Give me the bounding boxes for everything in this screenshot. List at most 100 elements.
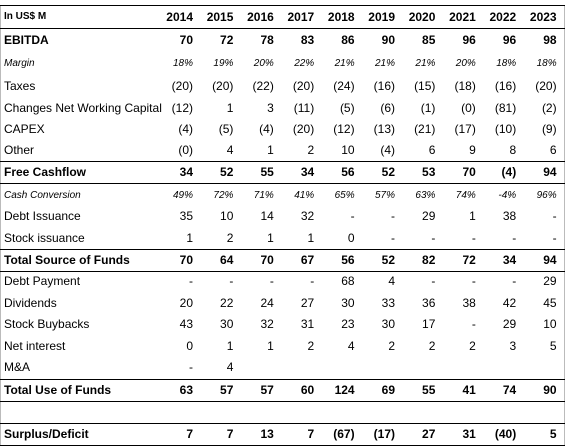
cell: -	[391, 209, 395, 223]
cell: 72	[462, 253, 476, 267]
cell: 22	[220, 296, 234, 310]
cell: 57	[220, 383, 234, 397]
cell: 7	[307, 427, 315, 441]
cell: 63%	[415, 190, 436, 201]
cell: 17	[422, 317, 436, 331]
cell: (13)	[373, 122, 395, 136]
cell: 19%	[213, 58, 234, 69]
cell: (12)	[171, 101, 193, 115]
cell: 27	[422, 427, 436, 441]
cell: 65%	[334, 190, 355, 201]
row-label: Debt Payment	[4, 274, 81, 288]
cell: 5	[549, 339, 557, 353]
cell: 33	[381, 296, 395, 310]
cell: 38	[462, 296, 476, 310]
cell: 22%	[294, 58, 315, 69]
cell: 41	[462, 383, 476, 397]
year-header: 2014	[166, 10, 193, 24]
cell: (20)	[292, 79, 315, 93]
cell: 78	[260, 33, 274, 47]
year-header: 2018	[327, 10, 355, 24]
row-label: Changes Net Working Capital	[4, 101, 162, 115]
cell: (40)	[494, 427, 517, 441]
cell: 2	[388, 339, 395, 353]
cell: 30	[220, 317, 234, 331]
cell: 90	[381, 33, 395, 47]
cell: 94	[543, 165, 557, 179]
cell: (24)	[333, 79, 355, 93]
rule	[0, 445, 565, 446]
cell: 53	[422, 165, 436, 179]
cell: 41%	[294, 190, 315, 201]
cell: 56	[341, 165, 355, 179]
cell: 29	[543, 274, 557, 288]
cell: -	[350, 209, 355, 223]
cell: 30	[381, 317, 395, 331]
cell: 1	[307, 231, 315, 245]
cell: -	[552, 231, 557, 245]
cell: (16)	[494, 79, 517, 93]
row-label: Stock Buybacks	[4, 317, 90, 331]
row-label: Debt Issuance	[4, 209, 81, 223]
cell: (20)	[171, 79, 193, 93]
rule	[0, 183, 565, 184]
cell: 34	[179, 165, 193, 179]
cell: -	[431, 231, 436, 245]
rule	[0, 379, 565, 380]
row-label: Free Cashflow	[4, 165, 87, 179]
cell: -4%	[498, 190, 517, 201]
cell: 6	[428, 143, 436, 157]
cell: 83	[300, 33, 315, 47]
cell: 70	[179, 253, 193, 267]
cell: 70	[260, 253, 274, 267]
year-header: 2015	[206, 10, 234, 24]
cell: 86	[341, 33, 355, 47]
cell: (20)	[292, 122, 315, 136]
cell: 49%	[172, 190, 193, 201]
cell: (4)	[501, 165, 517, 179]
rule	[0, 5, 565, 6]
cell: 1	[267, 231, 274, 245]
year-header: 2023	[529, 10, 557, 24]
cell: (20)	[535, 79, 557, 93]
cell: 32	[260, 317, 274, 331]
cell: 30	[341, 296, 355, 310]
rule	[0, 28, 565, 29]
cell: -	[431, 274, 436, 288]
cell: (0)	[461, 101, 476, 115]
cell: 56	[341, 253, 355, 267]
cell: (4)	[259, 122, 274, 136]
cell: 45	[543, 296, 557, 310]
cell: 29	[422, 209, 436, 223]
cell: -	[310, 274, 315, 288]
year-header: 2021	[449, 10, 476, 24]
cell: 71%	[253, 190, 274, 201]
cell: 10	[341, 143, 355, 157]
row-label: Dividends	[4, 296, 57, 310]
row-label: Net interest	[4, 339, 66, 353]
cell: 42	[502, 296, 517, 310]
cell: (5)	[339, 101, 355, 115]
cell: 96	[462, 33, 476, 47]
cell: 2	[469, 339, 476, 353]
cell: 57%	[374, 190, 395, 201]
cell: 72%	[213, 190, 234, 201]
cell: 70	[179, 33, 193, 47]
cell: 31	[300, 317, 315, 331]
cell: 98	[543, 33, 557, 47]
cell: (17)	[373, 427, 395, 441]
cell: 85	[422, 33, 436, 47]
row-label: M&A	[4, 360, 31, 374]
cell: 7	[226, 427, 234, 441]
cell: 35	[179, 209, 193, 223]
row-label: Other	[4, 143, 35, 157]
cell: 52	[381, 253, 395, 267]
cell: 18%	[536, 58, 557, 69]
cell: 74	[502, 383, 517, 397]
year-header: 2016	[247, 10, 274, 24]
cell: 43	[179, 317, 193, 331]
rule	[0, 401, 565, 402]
cell: 55	[260, 165, 274, 179]
cell: 10	[220, 209, 234, 223]
cell: (5)	[218, 122, 234, 136]
